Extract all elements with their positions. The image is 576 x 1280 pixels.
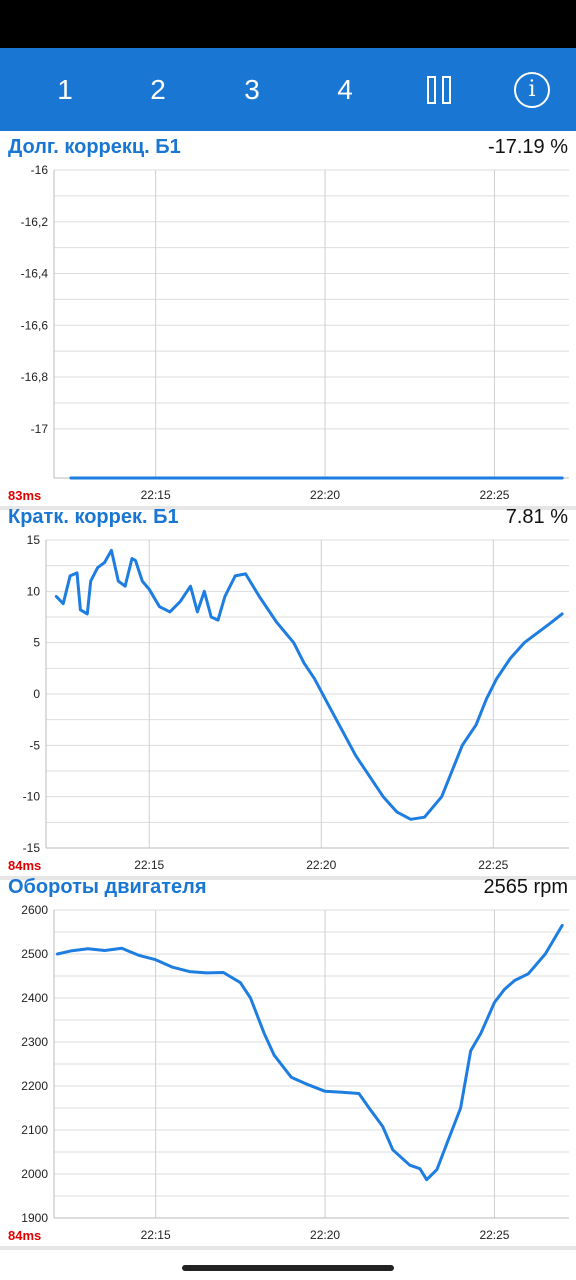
chart-long-trim: -16 -16,2 -16,4 -16,6 -16,8 -17 22:15 22:20 22:2…: [8, 163, 569, 503]
tab-2-button[interactable]: 2: [150, 73, 166, 105]
chart-panel-rpm: Обороты двигателя 2565 rpm 2600 2500 2400 2…: [0, 876, 576, 1256]
home-indicator[interactable]: [182, 1265, 394, 1271]
x-tick-label: 22:20: [306, 858, 336, 872]
y-tick-label: 2400: [21, 991, 48, 1005]
chart-panel-long-trim: Долг. коррекц. Б1 -17.19 % -16 -16,2 -16,4…: [0, 136, 576, 510]
y-tick-label: -16,6: [21, 318, 49, 332]
panel-value: 2565 rpm: [483, 876, 569, 898]
y-tick-label: 2500: [21, 947, 48, 961]
y-tick-label: -5: [29, 738, 40, 752]
pause-button[interactable]: [409, 48, 469, 131]
status-bar: [0, 0, 576, 48]
tab-3-button[interactable]: 3: [244, 73, 260, 105]
x-tick-label: 22:15: [134, 858, 164, 872]
panel-title: Кратк. коррек. Б1: [8, 506, 179, 528]
info-button[interactable]: i: [502, 48, 562, 131]
y-tick-label: -16,4: [21, 267, 49, 281]
info-icon: i: [514, 71, 550, 108]
y-tick-label: -16,2: [21, 215, 49, 229]
y-tick-label: 2600: [21, 903, 48, 917]
y-tick-label: 2100: [21, 1123, 48, 1137]
tab-4-button[interactable]: 4: [337, 73, 353, 105]
latency-label: 83ms: [8, 488, 41, 503]
y-tick-label: -16,8: [21, 370, 49, 384]
y-tick-label: 1900: [21, 1211, 48, 1225]
panel-value: 7.81 %: [505, 506, 568, 528]
x-tick-label: 22:20: [310, 488, 340, 502]
y-tick-label: 2300: [21, 1035, 48, 1049]
y-tick-label: -16: [31, 163, 49, 177]
pause-icon: [427, 75, 451, 104]
x-tick-label: 22:15: [141, 488, 171, 502]
toolbar: 1 2 3 4 i: [0, 48, 576, 131]
chart-rpm: 2600 2500 2400 2300 2200 2100 2000 1900 22:15 22:…: [8, 903, 569, 1243]
x-tick-label: 22:25: [479, 1228, 509, 1242]
latency-label: 84ms: [8, 858, 41, 873]
y-tick-label: 5: [33, 636, 40, 650]
tab-1-button[interactable]: 1: [57, 73, 73, 105]
x-tick-label: 22:25: [479, 488, 509, 502]
panel-divider: [0, 1246, 576, 1250]
y-tick-label: 0: [33, 687, 40, 701]
x-tick-label: 22:15: [141, 1228, 171, 1242]
y-tick-label: 15: [27, 533, 41, 547]
y-tick-label: 2000: [21, 1167, 48, 1181]
x-tick-label: 22:20: [310, 1228, 340, 1242]
panel-divider: [0, 506, 576, 510]
latency-label: 84ms: [8, 1228, 41, 1243]
y-tick-label: -17: [31, 422, 49, 436]
chart-short-trim: 15 10 5 0 -5 -10 -15 22:15 22:20 22:25 84ms: [8, 533, 569, 873]
series-line: [55, 923, 564, 1182]
panel-divider: [0, 876, 576, 880]
y-tick-label: -10: [23, 790, 41, 804]
panel-title: Обороты двигателя: [8, 876, 207, 898]
y-tick-label: 10: [27, 584, 41, 598]
y-tick-label: 2200: [21, 1079, 48, 1093]
series-line: [54, 548, 564, 821]
y-tick-label: -15: [23, 841, 41, 855]
panel-value: -17.19 %: [487, 136, 568, 158]
chart-panel-short-trim: Кратк. коррек. Б1 7.81 % 15 10 5 0 -5 -10 -15 2…: [0, 506, 576, 880]
panel-title: Долг. коррекц. Б1: [8, 136, 181, 158]
x-tick-label: 22:25: [478, 858, 508, 872]
